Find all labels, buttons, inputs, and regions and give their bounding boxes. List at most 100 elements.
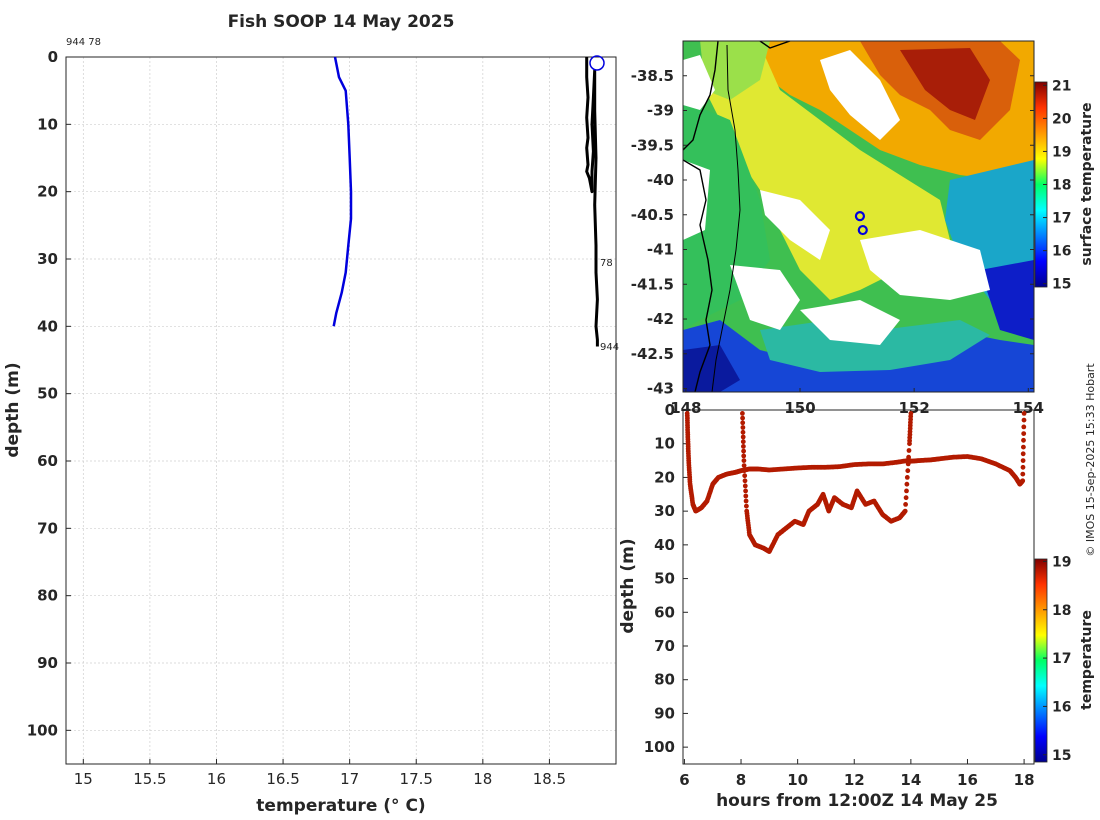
depth-time-point [743,498,749,504]
depth-time-panel: 6 8 10 12 14 16 18 0 10 20 30 40 50 60 70 80 90 100 15 16… [618,401,1095,811]
depth-time-x-tick-label: 18 [1014,771,1035,789]
profile-x-tick-label: 16.5 [266,770,299,788]
depth-time-point [905,461,911,467]
depth-time-colorbar-tick-label: 17 [1052,651,1071,667]
map-x-tick-label: 154 [1013,399,1044,417]
profile-y-tick-label: 40 [37,317,58,335]
depth-time-y-label: depth (m) [618,538,638,633]
map-x-tick-label: 150 [784,399,815,417]
profile-y-tick-label: 0 [48,48,58,66]
depth-time-y-tick-label: 60 [654,603,675,621]
map-colorbar-tick-label: 16 [1052,244,1071,260]
depth-time-point [740,439,746,445]
depth-time-colorbar-tick-label: 15 [1052,748,1071,764]
depth-time-y-tick-label: 50 [654,570,675,588]
depth-time-point [741,444,746,449]
map-y-tick-label: -40.5 [631,206,674,224]
profile-y-tick-label: 70 [37,519,58,537]
profile-y-ticks: 0 10 20 30 40 50 60 70 80 90 100 [27,48,71,739]
map-colorbar-tick-label: 18 [1052,178,1071,194]
depth-time-point [1020,478,1026,484]
profile-annotation-944: 944 [600,342,619,353]
depth-time-point [740,425,746,430]
profile-top-label: 944 78 [66,37,101,48]
depth-time-y-tick-label: 10 [654,435,675,453]
map-vessel-marker [857,224,868,236]
depth-time-point [740,420,746,426]
map-x-tick-label: 148 [670,399,701,417]
depth-time-colorbar-label: temperature [1079,610,1095,710]
sst-map-panel: -38.5 -39 -39.5 -40 -40.5 -41 -41.5 -42 -42.5 -43… [631,40,1095,417]
map-region-teal-south [760,320,990,372]
profile-annotation-78: 78 [600,258,613,269]
depth-time-points [684,411,1027,554]
map-cloud-northwest [683,55,715,110]
depth-time-point [1020,458,1026,463]
depth-time-point [741,453,747,459]
depth-time-point [744,503,749,509]
map-y-tick-label: -40 [647,171,674,189]
profile-y-tick-label: 50 [37,385,58,403]
depth-time-point [902,508,908,514]
map-shelf-contour [711,44,741,392]
depth-time-x-tick-label: 10 [787,771,808,789]
depth-time-point [904,488,909,494]
depth-time-colorbar [1034,558,1048,763]
depth-time-point [906,448,912,453]
depth-time-point [903,502,908,507]
depth-time-point [1021,411,1027,416]
depth-time-x-tick-label: 12 [844,771,865,789]
map-vessel-markers [854,211,868,236]
depth-time-point [1021,437,1026,443]
depth-time-point [1020,471,1026,477]
depth-time-point [906,454,911,460]
map-vessel-marker [854,211,866,222]
map-y-tick-label: -42.5 [631,345,674,363]
profile-x-label: temperature (° C) [256,796,425,816]
depth-time-point [903,495,909,501]
depth-time-x-tick-label: 16 [957,771,978,789]
map-region-hottest [900,48,990,120]
map-y-tick-label: -42 [647,310,674,328]
depth-time-point [741,448,746,454]
depth-time-x-ticks: 6 8 10 12 14 16 18 [679,759,1035,789]
depth-time-point [741,458,747,463]
depth-time-y-tick-label: 70 [654,637,675,655]
depth-time-x-tick-label: 8 [736,771,746,789]
map-x-ticks: 148 150 152 154 [670,388,1044,417]
depth-time-point [1020,451,1026,457]
profile-x-tick-label: 18 [473,770,492,788]
profile-lines [332,56,599,347]
map-coastline [683,41,791,392]
map-colorbar-tick-label: 21 [1052,78,1071,94]
map-colorbar-label: surface temperature [1079,102,1095,265]
profile-x-tick-label: 16 [207,770,226,788]
map-colorbar-tick-label: 17 [1052,211,1071,227]
profile-x-tick-label: 18.5 [533,770,566,788]
depth-time-y-tick-label: 90 [654,704,675,722]
map-cloud-southwest [730,265,800,330]
depth-time-point [1021,417,1027,423]
profile-x-tick-label: 17.5 [400,770,433,788]
profile-series-profile [332,56,353,327]
profile-y-tick-label: 30 [37,250,58,268]
depth-time-point [740,411,745,416]
profile-series-profile-bundle [585,57,599,347]
profile-grid [66,56,616,764]
depth-time-x-tick-label: 6 [679,771,689,789]
depth-time-y-tick-label: 30 [654,502,675,520]
depth-time-y-tick-label: 80 [654,671,675,689]
depth-time-point [742,483,748,489]
map-cloud-south [800,300,900,345]
profile-marker-circle [589,55,605,71]
depth-time-point [904,475,910,480]
map-colorbar-tick-label: 15 [1052,277,1071,293]
profile-y-tick-label: 100 [27,721,58,739]
profile-y-tick-label: 90 [37,654,58,672]
depth-time-frame [682,409,1035,765]
profile-y-tick-label: 20 [37,183,58,201]
map-y-tick-label: -43 [647,380,674,398]
depth-time-x-tick-label: 14 [900,771,921,789]
depth-time-point [740,434,746,440]
